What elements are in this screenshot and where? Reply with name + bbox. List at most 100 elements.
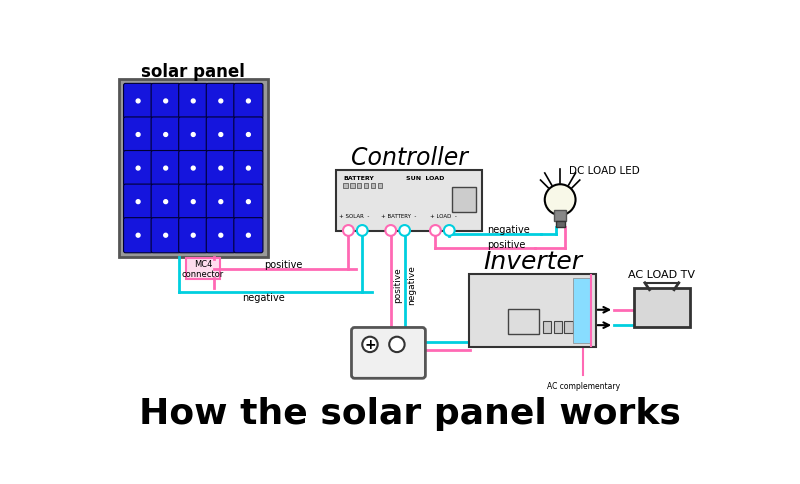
Circle shape xyxy=(386,226,396,236)
FancyBboxPatch shape xyxy=(206,84,235,119)
FancyBboxPatch shape xyxy=(206,185,235,220)
Circle shape xyxy=(191,133,195,137)
Circle shape xyxy=(191,100,195,104)
Circle shape xyxy=(164,200,168,204)
Circle shape xyxy=(399,226,410,236)
Circle shape xyxy=(164,167,168,171)
Circle shape xyxy=(343,226,354,236)
Text: + LOAD  -: + LOAD - xyxy=(430,214,457,219)
Circle shape xyxy=(390,337,405,352)
FancyBboxPatch shape xyxy=(357,184,362,189)
Text: MC4
connector: MC4 connector xyxy=(182,259,224,279)
FancyBboxPatch shape xyxy=(151,84,180,119)
Text: Controller: Controller xyxy=(350,146,468,170)
FancyBboxPatch shape xyxy=(234,151,263,186)
FancyBboxPatch shape xyxy=(186,258,220,279)
Text: solar panel: solar panel xyxy=(142,63,245,81)
Circle shape xyxy=(164,100,168,104)
Text: How the solar panel works: How the solar panel works xyxy=(139,396,681,430)
Circle shape xyxy=(246,200,250,204)
FancyBboxPatch shape xyxy=(378,184,382,189)
Text: AC LOAD TV: AC LOAD TV xyxy=(628,270,695,280)
FancyBboxPatch shape xyxy=(554,211,566,222)
Circle shape xyxy=(191,200,195,204)
Circle shape xyxy=(246,133,250,137)
FancyBboxPatch shape xyxy=(151,185,180,220)
FancyBboxPatch shape xyxy=(351,328,426,378)
Circle shape xyxy=(136,133,140,137)
Circle shape xyxy=(136,234,140,238)
FancyBboxPatch shape xyxy=(508,309,538,334)
FancyBboxPatch shape xyxy=(119,79,267,258)
Circle shape xyxy=(164,234,168,238)
FancyBboxPatch shape xyxy=(364,184,369,189)
FancyBboxPatch shape xyxy=(451,188,476,212)
Circle shape xyxy=(164,133,168,137)
Circle shape xyxy=(219,234,222,238)
FancyBboxPatch shape xyxy=(178,118,208,153)
Text: Unit  OFF: Unit OFF xyxy=(474,308,496,313)
FancyBboxPatch shape xyxy=(206,151,235,186)
Text: Power
Stereo Audio: Power Stereo Audio xyxy=(476,286,508,296)
FancyBboxPatch shape xyxy=(123,118,153,153)
Circle shape xyxy=(219,167,222,171)
FancyBboxPatch shape xyxy=(178,84,208,119)
FancyBboxPatch shape xyxy=(178,151,208,186)
Text: negative: negative xyxy=(487,225,530,234)
Circle shape xyxy=(136,100,140,104)
FancyBboxPatch shape xyxy=(151,118,180,153)
Text: negative: negative xyxy=(242,292,285,302)
Circle shape xyxy=(191,167,195,171)
FancyBboxPatch shape xyxy=(336,171,482,232)
Circle shape xyxy=(136,167,140,171)
Circle shape xyxy=(246,234,250,238)
Circle shape xyxy=(191,234,195,238)
FancyBboxPatch shape xyxy=(234,84,263,119)
Text: AC complementary: AC complementary xyxy=(546,381,620,391)
FancyBboxPatch shape xyxy=(370,184,375,189)
FancyBboxPatch shape xyxy=(469,274,596,348)
Circle shape xyxy=(430,226,441,236)
FancyBboxPatch shape xyxy=(123,84,153,119)
FancyBboxPatch shape xyxy=(634,288,690,327)
FancyBboxPatch shape xyxy=(343,184,348,189)
Circle shape xyxy=(219,200,222,204)
Circle shape xyxy=(219,100,222,104)
Text: positive: positive xyxy=(393,267,402,302)
FancyBboxPatch shape xyxy=(234,218,263,253)
Text: DC LOAD LED: DC LOAD LED xyxy=(570,166,640,176)
FancyBboxPatch shape xyxy=(151,218,180,253)
Text: positive: positive xyxy=(264,260,302,270)
Circle shape xyxy=(246,167,250,171)
Text: DC12V
BATTERY: DC12V BATTERY xyxy=(362,352,414,374)
Circle shape xyxy=(444,226,454,236)
FancyBboxPatch shape xyxy=(234,118,263,153)
Circle shape xyxy=(219,133,222,137)
FancyBboxPatch shape xyxy=(574,279,590,343)
Text: SUN  LOAD: SUN LOAD xyxy=(406,176,445,181)
FancyBboxPatch shape xyxy=(178,218,208,253)
FancyBboxPatch shape xyxy=(554,321,562,333)
FancyBboxPatch shape xyxy=(178,185,208,220)
Circle shape xyxy=(362,337,378,352)
FancyBboxPatch shape xyxy=(123,151,153,186)
FancyBboxPatch shape xyxy=(206,118,235,153)
FancyBboxPatch shape xyxy=(543,321,551,333)
Circle shape xyxy=(246,100,250,104)
FancyBboxPatch shape xyxy=(151,151,180,186)
Text: +: + xyxy=(364,338,376,352)
Circle shape xyxy=(357,226,368,236)
FancyBboxPatch shape xyxy=(123,185,153,220)
FancyBboxPatch shape xyxy=(123,218,153,253)
Text: BATTERY: BATTERY xyxy=(343,176,374,181)
Text: Inverter: Inverter xyxy=(483,250,582,273)
FancyBboxPatch shape xyxy=(555,222,565,228)
Text: + BATTERY  -: + BATTERY - xyxy=(381,214,416,219)
Text: + SOLAR  -: + SOLAR - xyxy=(338,214,369,219)
FancyBboxPatch shape xyxy=(234,185,263,220)
FancyBboxPatch shape xyxy=(350,184,354,189)
Circle shape xyxy=(545,185,575,215)
FancyBboxPatch shape xyxy=(564,321,573,333)
Text: negative: negative xyxy=(407,265,416,304)
Circle shape xyxy=(136,200,140,204)
